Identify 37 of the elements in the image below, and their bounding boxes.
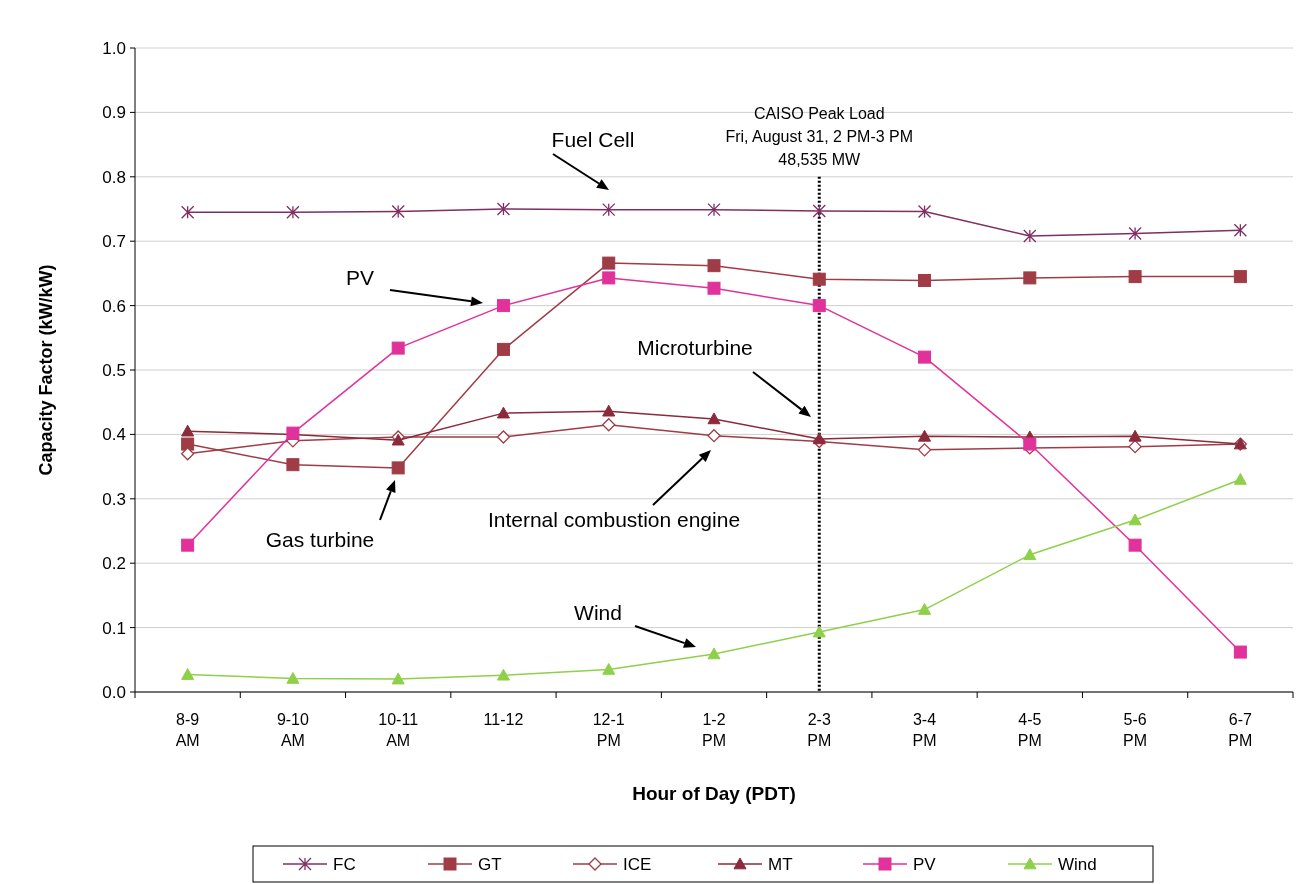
ref-line-label: CAISO Peak Load Fri, August 31, 2 PM-3 PM 48,535 MW: [725, 104, 914, 168]
legend-label: MT: [768, 854, 793, 874]
annotation: PV: [345, 266, 375, 290]
annotation: Internal combustion engine: [487, 508, 741, 532]
x-tick-label: 11-12: [483, 711, 524, 728]
x-tick-label: 10-11 AM: [378, 711, 419, 749]
legend-label: FC: [333, 854, 356, 874]
x-axis-title: Hour of Day (PDT): [632, 783, 796, 804]
x-tick-label: 4-5 PM: [1017, 711, 1042, 749]
annotation: Fuel Cell: [551, 128, 635, 152]
y-tick-label: 0.2: [102, 554, 126, 574]
legend-label: Wind: [1058, 854, 1097, 874]
x-tick-label: 8-9 AM: [175, 711, 200, 749]
y-tick-label: 0.0: [102, 682, 126, 702]
y-tick-label: 0.3: [102, 489, 126, 509]
y-tick-label: 0.7: [102, 232, 126, 252]
legend-label: GT: [478, 854, 502, 874]
x-tick-label: 3-4 PM: [912, 711, 937, 749]
y-tick-label: 0.1: [102, 618, 126, 638]
x-tick-label: 6-7 PM: [1228, 711, 1253, 749]
y-tick-label: 1.0: [102, 38, 126, 58]
legend-label: PV: [913, 854, 937, 874]
y-axis-title: Capacity Factor (kW/kW): [36, 264, 56, 476]
y-tick-label: 0.9: [102, 103, 126, 123]
y-tick-label: 0.5: [102, 360, 126, 380]
annotation: Wind: [574, 601, 622, 625]
annotation: Microturbine: [637, 336, 753, 360]
y-tick-label: 0.6: [102, 296, 126, 316]
y-tick-label: 0.8: [102, 167, 126, 187]
x-tick-label: 2-3 PM: [807, 711, 832, 749]
y-tick-label: 0.4: [102, 425, 126, 445]
x-tick-label: 9-10 AM: [276, 711, 310, 749]
x-tick-label: 1-2 PM: [702, 711, 726, 749]
x-tick-label: 12-1 PM: [592, 711, 625, 749]
x-tick-label: 5-6 PM: [1123, 711, 1148, 749]
annotation: Gas turbine: [265, 528, 375, 552]
legend-label: ICE: [623, 854, 652, 874]
